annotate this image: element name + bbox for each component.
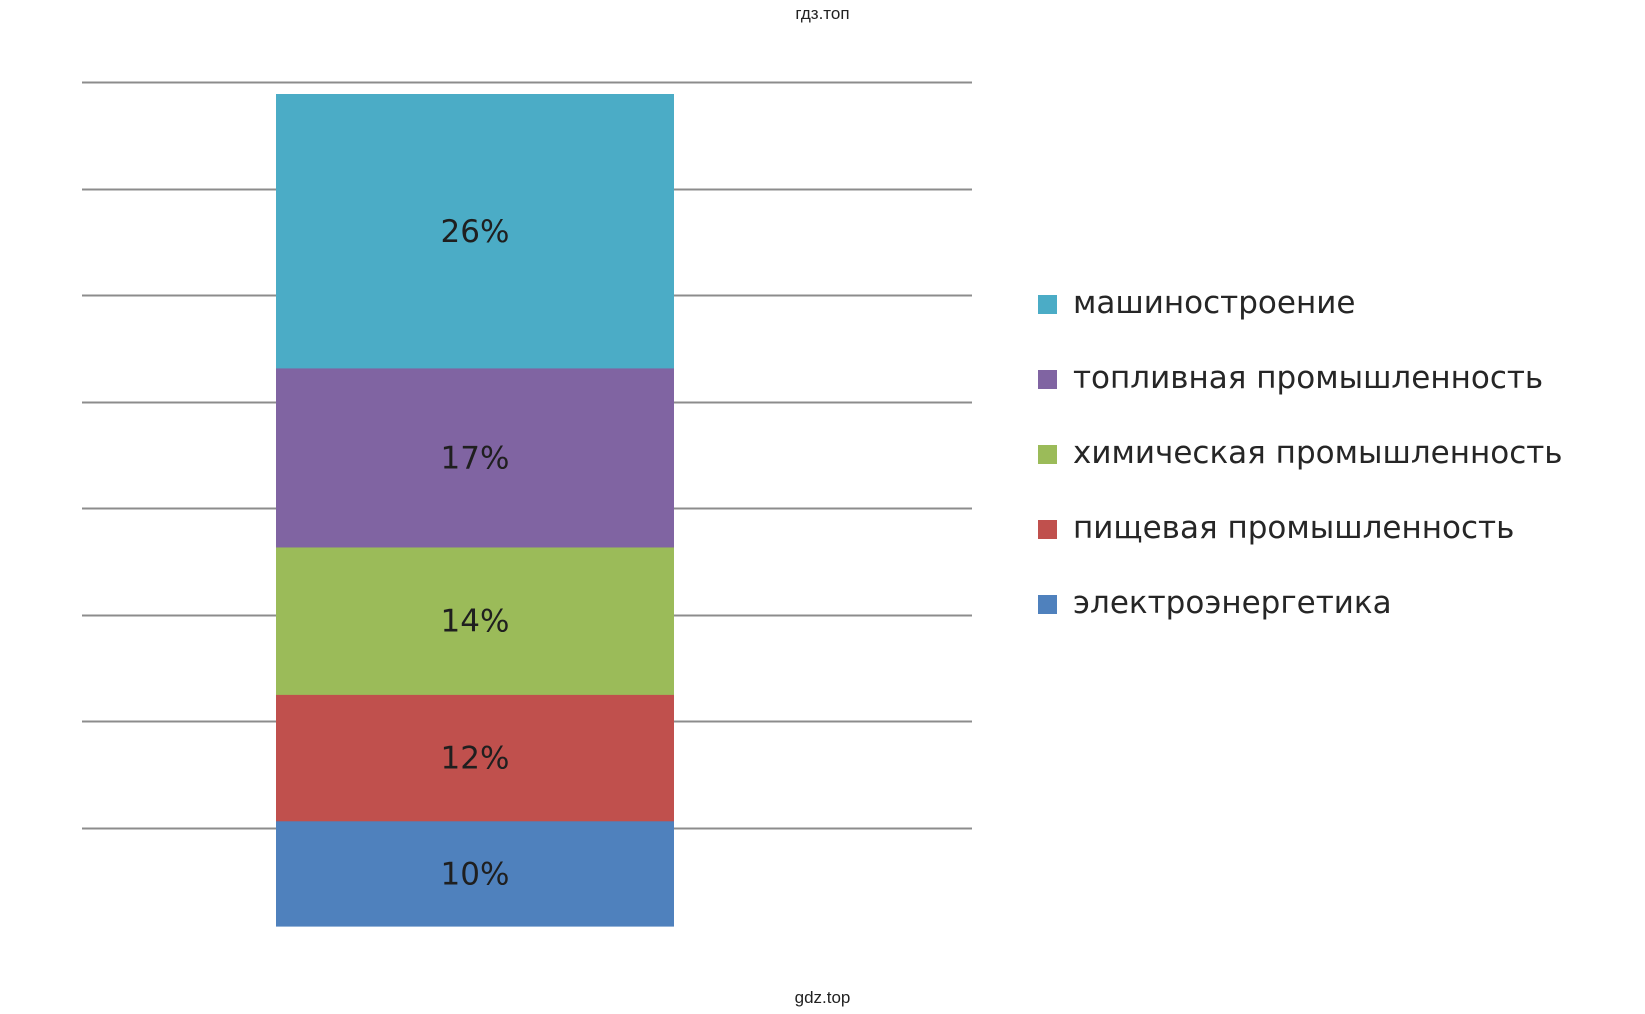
data-label-4: 26% [441, 214, 510, 250]
legend-label: электроэнергетика [1073, 585, 1392, 621]
watermark-bottom: gdz.top [794, 988, 851, 1007]
bar-segment-1 [276, 694, 674, 822]
bar-segment-3 [276, 367, 674, 548]
legend-swatch [1038, 370, 1057, 389]
legend-swatch [1038, 295, 1057, 314]
legend-swatch [1038, 520, 1057, 539]
legend-label: машиностроение [1073, 285, 1356, 321]
legend-swatch [1038, 595, 1057, 614]
data-label-0: 10% [441, 856, 510, 892]
legend-label: пищевая промышленность [1073, 510, 1515, 546]
data-label-2: 14% [441, 604, 510, 640]
legend-label: топливная промышленность [1073, 360, 1544, 396]
bar-segment-4 [276, 94, 674, 369]
data-label-1: 12% [441, 740, 510, 776]
watermark-top: гдз.топ [795, 4, 850, 23]
bar-segment-2 [276, 546, 674, 695]
bar-segment-0 [276, 820, 674, 927]
data-label-3: 17% [441, 440, 510, 476]
legend-swatch [1038, 445, 1057, 464]
legend-label: химическая промышленность [1073, 435, 1563, 471]
